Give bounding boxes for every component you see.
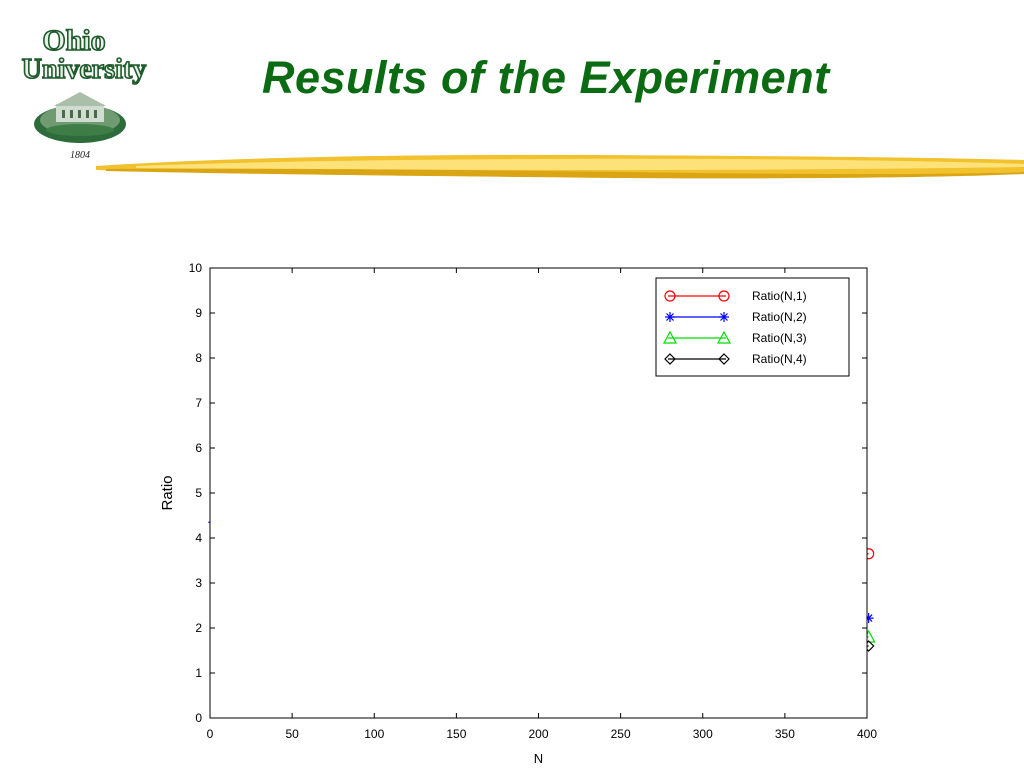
slide-title: Results of the Experiment bbox=[262, 52, 830, 103]
legend-marker bbox=[664, 290, 676, 302]
ohio-university-logo: Ohio University 1804 bbox=[21, 23, 147, 161]
x-tick-label: 300 bbox=[693, 727, 713, 741]
y-tick-label: 10 bbox=[189, 261, 203, 275]
seal-icon bbox=[34, 92, 126, 143]
y-tick-label: 5 bbox=[195, 486, 202, 500]
y-tick-label: 3 bbox=[195, 576, 202, 590]
legend-marker bbox=[662, 330, 678, 344]
gold-brush-divider bbox=[96, 154, 1024, 179]
y-axis-label: Ratio bbox=[159, 475, 176, 510]
x-tick-label: 0 bbox=[207, 727, 214, 741]
y-tick-label: 6 bbox=[195, 441, 202, 455]
x-tick-label: 250 bbox=[611, 727, 631, 741]
legend: Ratio(N,1) Ratio(N,2) Ratio(N,3) Ratio(N,4) bbox=[655, 277, 850, 377]
logo-line2: University bbox=[22, 54, 146, 85]
legend-marker bbox=[665, 312, 675, 322]
legend-marker bbox=[664, 353, 676, 365]
y-tick-label: 8 bbox=[195, 351, 202, 365]
x-tick-label: 150 bbox=[446, 727, 466, 741]
y-tick-label: 0 bbox=[195, 711, 202, 725]
legend-marker bbox=[716, 330, 732, 344]
legend-label: Ratio(N,2) bbox=[752, 310, 807, 324]
legend-marker bbox=[719, 312, 729, 322]
legend-marker bbox=[718, 290, 730, 302]
legend-item: Ratio(N,1) bbox=[664, 289, 807, 303]
legend-box bbox=[655, 277, 850, 377]
star-stroke bbox=[720, 313, 728, 321]
legend-label: Ratio(N,1) bbox=[752, 289, 807, 303]
legend-item: Ratio(N,2) bbox=[665, 310, 807, 324]
x-tick-label: 350 bbox=[775, 727, 795, 741]
y-tick-label: 7 bbox=[195, 396, 202, 410]
x-tick-label: 200 bbox=[528, 727, 548, 741]
y-tick-label: 9 bbox=[195, 306, 202, 320]
star-stroke bbox=[666, 313, 674, 321]
x-tick-label: 50 bbox=[285, 727, 299, 741]
x-tick-label: 400 bbox=[857, 727, 877, 741]
y-tick-label: 1 bbox=[195, 666, 202, 680]
legend-label: Ratio(N,4) bbox=[752, 352, 807, 366]
y-tick-label: 2 bbox=[195, 621, 202, 635]
legend-item: Ratio(N,3) bbox=[662, 330, 807, 345]
x-tick-label: 100 bbox=[364, 727, 384, 741]
ratio-line-chart: 0 50 100 150 200 250 300 350 400 0 1 2 3 4 5 6 7 8 9 10 N R… bbox=[159, 261, 877, 766]
y-tick-label: 4 bbox=[195, 531, 202, 545]
logo-line1: Ohio bbox=[42, 24, 105, 57]
x-axis-label: N bbox=[534, 751, 543, 766]
legend-label: Ratio(N,3) bbox=[752, 331, 807, 345]
legend-item: Ratio(N,4) bbox=[664, 352, 807, 366]
logo-year: 1804 bbox=[70, 150, 90, 161]
legend-marker bbox=[718, 353, 730, 365]
